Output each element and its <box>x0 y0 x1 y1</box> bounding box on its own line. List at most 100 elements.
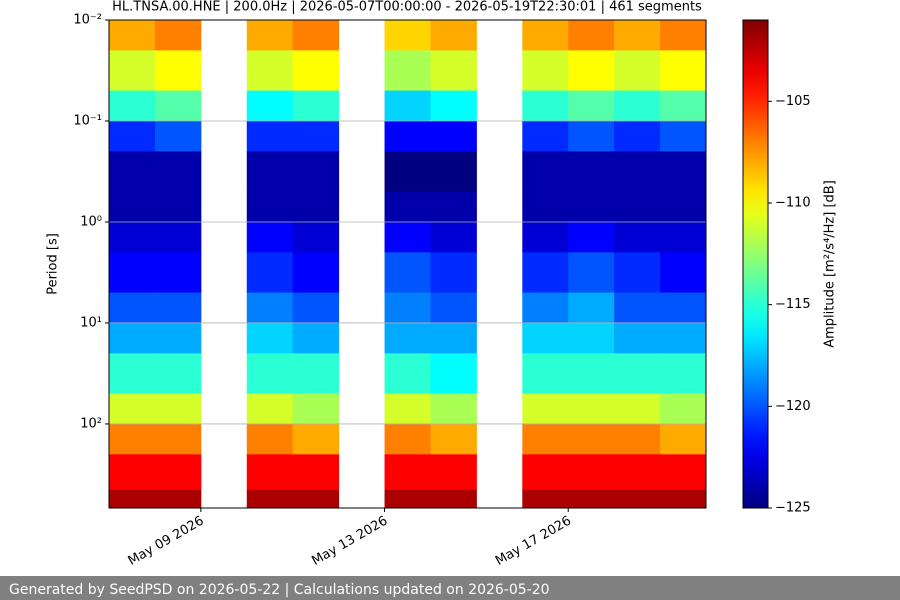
heatmap-cell <box>660 50 707 92</box>
heatmap-cell <box>660 322 707 354</box>
heatmap-cell <box>109 191 156 223</box>
heatmap-cell <box>522 151 569 193</box>
heatmap-cell <box>154 454 202 491</box>
heatmap-cell <box>384 353 431 395</box>
heatmap-cell <box>154 120 202 152</box>
heatmap-cell <box>568 322 615 354</box>
heatmap-cell <box>522 90 569 122</box>
heatmap-cell <box>568 120 615 152</box>
heatmap-cell <box>522 393 569 425</box>
heatmap-cell <box>614 50 661 92</box>
heatmap-cell <box>568 454 615 491</box>
heatmap-cell <box>614 221 661 253</box>
heatmap-cell <box>430 322 477 354</box>
heatmap-cell <box>246 489 294 509</box>
heatmap-cell <box>246 50 294 92</box>
y-tick-label: 10¹ <box>80 315 102 330</box>
heatmap-cell <box>614 423 661 455</box>
heatmap-cell <box>292 221 340 253</box>
heatmap-cell <box>154 292 202 324</box>
heatmap-cell <box>154 489 202 509</box>
heatmap-cell <box>660 221 707 253</box>
colorbar-tick-label: −110 <box>775 196 811 211</box>
heatmap-cell <box>522 322 569 354</box>
y-axis-label: Period [s] <box>46 233 61 295</box>
heatmap-cell <box>246 90 294 122</box>
heatmap-cell <box>292 151 340 193</box>
heatmap-cell <box>660 191 707 223</box>
heatmap-cell <box>522 489 569 509</box>
heatmap-cell <box>384 20 431 51</box>
heatmap-cell <box>522 50 569 92</box>
heatmap-cell <box>292 50 340 92</box>
heatmap-cell <box>614 120 661 152</box>
heatmap-cell <box>568 191 615 223</box>
heatmap-cell <box>614 20 661 51</box>
heatmap-cell <box>292 252 340 294</box>
heatmap-cell <box>660 489 707 509</box>
colorbar-label: Amplitude [m²/s⁴/Hz] [dB] <box>823 180 838 348</box>
heatmap-cell <box>109 50 156 92</box>
heatmap-cell <box>292 393 340 425</box>
heatmap-cell <box>292 322 340 354</box>
heatmap-cell <box>292 353 340 395</box>
heatmap-cell <box>154 20 202 51</box>
heatmap-cell <box>430 489 477 509</box>
heatmap-cell <box>384 393 431 425</box>
heatmap-cell <box>246 353 294 395</box>
heatmap-cell <box>568 489 615 509</box>
heatmap-cell <box>109 393 156 425</box>
heatmap-cell <box>384 252 431 294</box>
heatmap-cell <box>660 423 707 455</box>
colorbar-tick-label: −120 <box>775 399 811 414</box>
heatmap-cell <box>614 353 661 395</box>
y-tick-label: 10² <box>80 416 102 431</box>
heatmap-cell <box>292 292 340 324</box>
x-tick-label: May 13 2026 <box>309 514 390 569</box>
heatmap-cell <box>292 20 340 51</box>
heatmap-cell <box>614 393 661 425</box>
heatmap-cell <box>109 252 156 294</box>
heatmap-cell <box>568 50 615 92</box>
chart-title: HL.TNSA.00.HNE | 200.0Hz | 2026-05-07T00… <box>112 0 702 15</box>
heatmap-cell <box>522 120 569 152</box>
heatmap-cell <box>246 120 294 152</box>
heatmap-cell <box>109 489 156 509</box>
heatmap-cell <box>568 221 615 253</box>
heatmap-cell <box>154 423 202 455</box>
heatmap-cell <box>109 292 156 324</box>
heatmap-cell <box>660 252 707 294</box>
heatmap-cell <box>568 292 615 324</box>
heatmap-cell <box>246 221 294 253</box>
heatmap-cell <box>154 50 202 92</box>
heatmap-cell <box>384 292 431 324</box>
heatmap-cell <box>430 353 477 395</box>
heatmap-cell <box>660 454 707 491</box>
heatmap-cell <box>384 191 431 223</box>
heatmap-cell <box>109 90 156 122</box>
heatmap-cell <box>522 191 569 223</box>
heatmap-cell <box>614 90 661 122</box>
heatmap-cell <box>109 151 156 193</box>
heatmap-cell <box>614 151 661 193</box>
heatmap-cell <box>246 292 294 324</box>
y-tick-label: 10⁰ <box>80 214 102 229</box>
x-tick-label: May 09 2026 <box>126 514 207 569</box>
heatmap-cell <box>109 353 156 395</box>
heatmap-cell <box>109 221 156 253</box>
heatmap-cell <box>660 120 707 152</box>
heatmap-cell <box>568 353 615 395</box>
heatmap-cell <box>154 221 202 253</box>
heatmap-cell <box>154 90 202 122</box>
heatmap-cell <box>430 252 477 294</box>
heatmap-cell <box>154 393 202 425</box>
colorbar-tick-label: −125 <box>775 501 811 516</box>
heatmap-cell <box>568 393 615 425</box>
heatmap-cell <box>614 252 661 294</box>
heatmap-cell <box>246 151 294 193</box>
y-tick-label: 10⁻² <box>73 13 102 28</box>
heatmap-cell <box>660 20 707 51</box>
heatmap-cell <box>522 20 569 51</box>
colorbar-tick-label: −115 <box>775 297 811 312</box>
heatmap-cell <box>154 151 202 193</box>
